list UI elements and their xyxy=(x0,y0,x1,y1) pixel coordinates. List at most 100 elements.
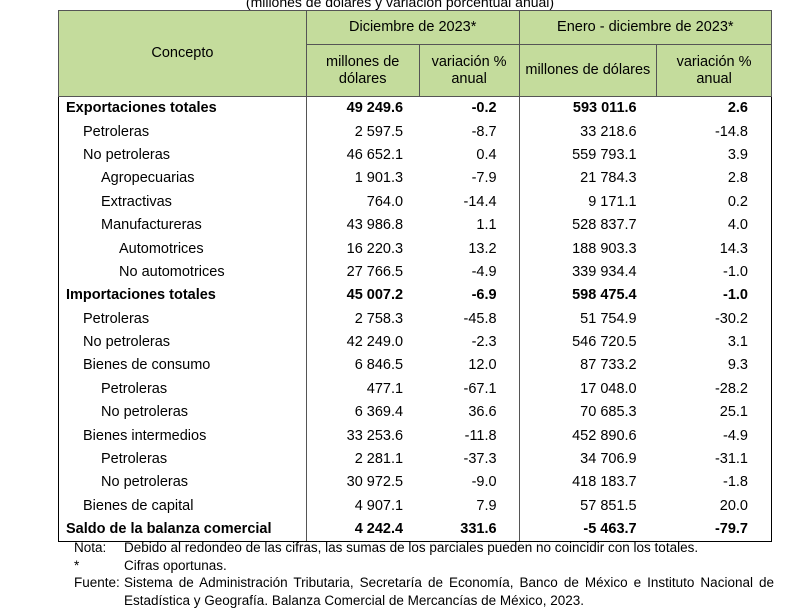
cell-value: -67.1 xyxy=(419,377,520,402)
cell-value: -28.2 xyxy=(656,377,772,402)
row-label: Importaciones totales xyxy=(58,284,307,308)
cell-value: -2.3 xyxy=(419,330,520,355)
cell-value: 418 183.7 xyxy=(572,474,637,491)
table-row: No petroleras 42 249.0 -2.3 546 720.5 3.1 xyxy=(58,330,772,355)
cell-value: 45 007.2 xyxy=(346,287,404,304)
cell-value: -31.1 xyxy=(656,447,772,472)
footnotes: Nota: Debido al redondeo de las cifras, l… xyxy=(74,539,774,609)
cell-value: -14.4 xyxy=(419,190,520,214)
cell-value: 27 766.5 xyxy=(346,263,404,280)
cell-value: -5 463.7 xyxy=(519,518,657,543)
cell-value: 4 242.4 xyxy=(306,518,420,543)
cell-value: 9 171.1 xyxy=(588,193,637,210)
row-label: No petroleras xyxy=(58,143,307,168)
cell-value: -9.0 xyxy=(419,471,520,495)
footnote: * Cifras oportunas. xyxy=(74,557,774,575)
cell-value: 1 901.3 xyxy=(354,170,404,187)
cell-value: 33 253.6 xyxy=(346,427,404,444)
cell-value: 546 720.5 xyxy=(572,334,637,351)
cell-value: 593 011.6 xyxy=(519,96,657,121)
cell-value: 6 846.5 xyxy=(354,357,404,374)
cell-value: -8.7 xyxy=(419,120,520,144)
footnote-key: Nota: xyxy=(74,540,107,555)
table-row: Petroleras 2 597.5 -8.7 33 218.6 -14.8 xyxy=(58,120,772,144)
table-row: Saldo de la balanza comercial 4 242.4 331.… xyxy=(58,518,772,543)
table-row: Petroleras 477.1 -67.1 17 048.0 -28.2 xyxy=(58,377,772,402)
cell-value: -0.2 xyxy=(419,96,520,121)
cell-value: 33 218.6 xyxy=(580,123,637,140)
cell-value: 21 784.3 xyxy=(580,170,637,187)
cell-value: 70 685.3 xyxy=(580,404,637,421)
cell-value: 51 754.9 xyxy=(580,310,637,327)
table-row: Automotrices 16 220.3 13.2 188 903.3 14.3 xyxy=(58,237,772,261)
header-variacion-1: variación % anual xyxy=(418,44,520,97)
row-label: No petroleras xyxy=(58,401,307,425)
row-label: Manufactureras xyxy=(58,213,307,238)
cell-value: 46 652.1 xyxy=(346,146,404,163)
cell-value: -7.9 xyxy=(419,167,520,191)
cell-value: 339 934.4 xyxy=(572,263,637,280)
cell-value: 36.6 xyxy=(419,401,520,425)
cell-value: -30.2 xyxy=(656,307,772,331)
header-period-december: Diciembre de 2023* xyxy=(305,10,520,45)
header-variacion-2: variación % anual xyxy=(656,44,772,97)
row-label: Bienes de consumo xyxy=(58,354,307,378)
cell-value: -4.9 xyxy=(656,424,772,448)
footnote: Nota: Debido al redondeo de las cifras, l… xyxy=(74,539,774,557)
cell-value: 30 972.5 xyxy=(346,474,404,491)
cell-value: -1.8 xyxy=(656,471,772,495)
cell-value: 452 890.6 xyxy=(572,427,637,444)
header-concepto: Concepto xyxy=(58,10,307,97)
cell-value: 17 048.0 xyxy=(580,380,637,397)
cell-value: 2 281.1 xyxy=(354,451,404,468)
footnote-text: Debido al redondeo de las cifras, las su… xyxy=(124,540,699,555)
cell-value: 4 907.1 xyxy=(354,497,404,514)
footnote-key: * xyxy=(74,557,80,573)
cell-value: 331.6 xyxy=(419,518,520,543)
footnote-text: Cifras oportunas. xyxy=(124,557,227,573)
table-row: Manufactureras 43 986.8 1.1 528 837.7 4.0 xyxy=(58,213,772,238)
cell-value: 20.0 xyxy=(656,494,772,519)
row-label: Automotrices xyxy=(58,237,307,261)
cell-value: 764.0 xyxy=(366,193,404,210)
table-row: Bienes de capital 4 907.1 7.9 57 851.5 20.0 xyxy=(58,494,772,519)
cell-value: 2.6 xyxy=(656,96,772,121)
table-row: No automotrices 27 766.5 -4.9 339 934.4 -1.0 xyxy=(58,260,772,285)
row-label: Agropecuarias xyxy=(58,167,307,191)
table-row: No petroleras 6 369.4 36.6 70 685.3 25.1 xyxy=(58,401,772,425)
row-label: No automotrices xyxy=(58,260,307,285)
cell-value: -14.8 xyxy=(656,120,772,144)
row-label: Petroleras xyxy=(58,447,307,472)
row-label: Petroleras xyxy=(58,120,307,144)
table-row: Bienes intermedios 33 253.6 -11.8 452 890.6… xyxy=(58,424,772,448)
cell-value: 188 903.3 xyxy=(572,240,637,257)
table-row: Exportaciones totales 49 249.6 -0.2 593 011… xyxy=(58,96,772,121)
table-row: Petroleras 2 281.1 -37.3 34 706.9 -31.1 xyxy=(58,447,772,472)
row-label: Bienes de capital xyxy=(58,494,307,519)
row-label: Saldo de la balanza comercial xyxy=(58,518,307,543)
table-row: Bienes de consumo 6 846.5 12.0 87 733.2 9.3 xyxy=(58,354,772,378)
cell-value: 4.0 xyxy=(656,213,772,238)
table-row: Extractivas 764.0 -14.4 9 171.1 0.2 xyxy=(58,190,772,214)
cell-value: 3.9 xyxy=(656,143,772,168)
row-label: Exportaciones totales xyxy=(58,96,307,121)
cell-value: 2 597.5 xyxy=(354,123,404,140)
cell-value: 13.2 xyxy=(419,237,520,261)
cell-value: -1.0 xyxy=(656,284,772,308)
cell-value: 34 706.9 xyxy=(580,451,637,468)
row-label: Extractivas xyxy=(58,190,307,214)
cell-value: 1.1 xyxy=(419,213,520,238)
cell-value: 559 793.1 xyxy=(572,146,637,163)
cell-value: 16 220.3 xyxy=(346,240,404,257)
row-label: Petroleras xyxy=(58,377,307,402)
cell-value: 57 851.5 xyxy=(580,497,637,514)
table-row: No petroleras 46 652.1 0.4 559 793.1 3.9 xyxy=(58,143,772,168)
row-label: No petroleras xyxy=(58,330,307,355)
cell-value: 3.1 xyxy=(656,330,772,355)
cell-value: -1.0 xyxy=(656,260,772,285)
table-row: Agropecuarias 1 901.3 -7.9 21 784.3 2.8 xyxy=(58,167,772,191)
cell-value: -6.9 xyxy=(419,284,520,308)
cell-value: 49 249.6 xyxy=(306,96,420,121)
row-label: Petroleras xyxy=(58,307,307,331)
footnote: Fuente: Sistema de Administración Tributa… xyxy=(74,574,774,609)
